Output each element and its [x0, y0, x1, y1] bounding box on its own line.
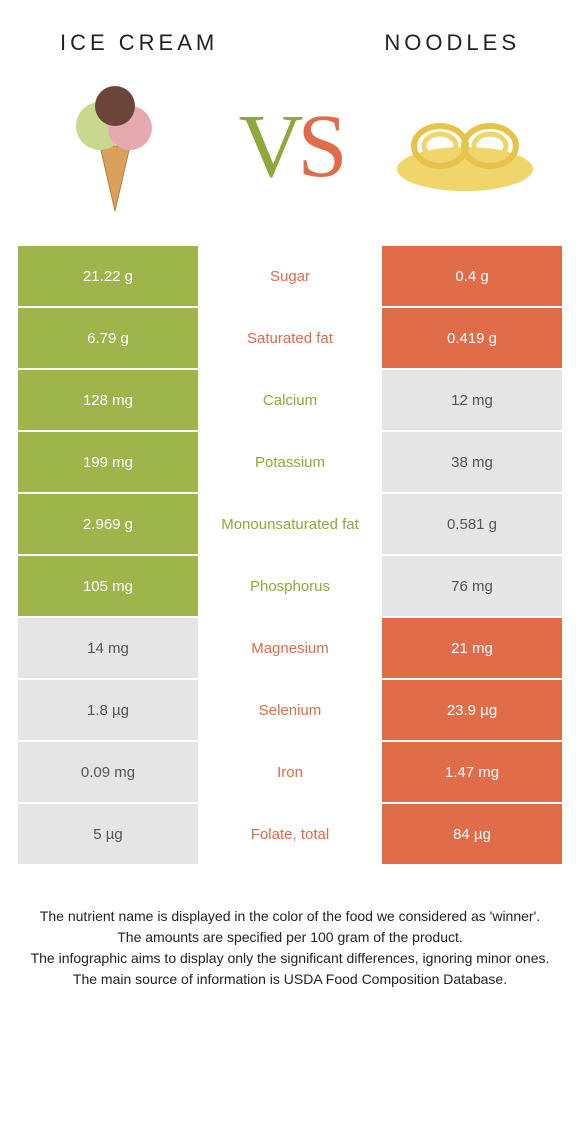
footer-line: The amounts are specified per 100 gram o…: [30, 927, 550, 948]
value-right: 0.4 g: [382, 246, 562, 306]
table-row: 1.8 µgSelenium23.9 µg: [18, 680, 562, 740]
nutrient-label: Potassium: [198, 432, 382, 492]
value-left: 6.79 g: [18, 308, 198, 368]
footer-line: The nutrient name is displayed in the co…: [30, 906, 550, 927]
vs-s: S: [297, 97, 341, 196]
nutrient-label: Magnesium: [198, 618, 382, 678]
table-row: 128 mgCalcium12 mg: [18, 370, 562, 430]
value-left: 5 µg: [18, 804, 198, 864]
nutrient-label: Calcium: [198, 370, 382, 430]
value-right: 21 mg: [382, 618, 562, 678]
table-row: 5 µgFolate, total84 µg: [18, 804, 562, 864]
table-row: 0.09 mgIron1.47 mg: [18, 742, 562, 802]
footer-notes: The nutrient name is displayed in the co…: [0, 866, 580, 990]
value-left: 199 mg: [18, 432, 198, 492]
value-right: 84 µg: [382, 804, 562, 864]
value-right: 12 mg: [382, 370, 562, 430]
comparison-table: 21.22 gSugar0.4 g6.79 gSaturated fat0.41…: [0, 246, 580, 864]
value-right: 1.47 mg: [382, 742, 562, 802]
hero-row: VS: [0, 66, 580, 246]
nutrient-label: Monounsaturated fat: [198, 494, 382, 554]
table-row: 21.22 gSugar0.4 g: [18, 246, 562, 306]
noodles-icon: [390, 76, 540, 216]
nutrient-label: Iron: [198, 742, 382, 802]
value-left: 0.09 mg: [18, 742, 198, 802]
footer-line: The main source of information is USDA F…: [30, 969, 550, 990]
table-row: 105 mgPhosphorus76 mg: [18, 556, 562, 616]
table-row: 6.79 gSaturated fat0.419 g: [18, 308, 562, 368]
value-right: 76 mg: [382, 556, 562, 616]
footer-line: The infographic aims to display only the…: [30, 948, 550, 969]
value-left: 1.8 µg: [18, 680, 198, 740]
title-right: Noodles: [384, 30, 520, 56]
value-right: 0.581 g: [382, 494, 562, 554]
value-left: 14 mg: [18, 618, 198, 678]
vs-label: VS: [238, 95, 341, 198]
nutrient-label: Selenium: [198, 680, 382, 740]
ice-cream-icon: [40, 76, 190, 216]
title-left: Ice Cream: [60, 30, 218, 56]
table-row: 14 mgMagnesium21 mg: [18, 618, 562, 678]
nutrient-label: Phosphorus: [198, 556, 382, 616]
value-left: 105 mg: [18, 556, 198, 616]
nutrient-label: Sugar: [198, 246, 382, 306]
value-right: 0.419 g: [382, 308, 562, 368]
value-left: 21.22 g: [18, 246, 198, 306]
value-left: 128 mg: [18, 370, 198, 430]
nutrient-label: Saturated fat: [198, 308, 382, 368]
nutrient-label: Folate, total: [198, 804, 382, 864]
value-right: 23.9 µg: [382, 680, 562, 740]
value-left: 2.969 g: [18, 494, 198, 554]
table-row: 199 mgPotassium38 mg: [18, 432, 562, 492]
vs-v: V: [238, 97, 297, 196]
table-row: 2.969 gMonounsaturated fat0.581 g: [18, 494, 562, 554]
header: Ice Cream Noodles: [0, 0, 580, 66]
value-right: 38 mg: [382, 432, 562, 492]
